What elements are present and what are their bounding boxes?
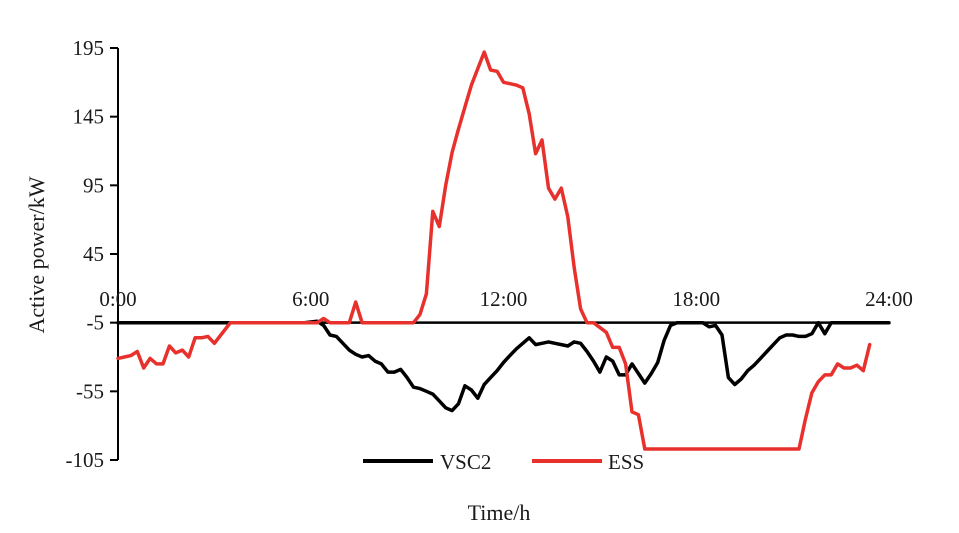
y-tick-labels: 195 145 95 45 -5 -55 -105 (66, 36, 105, 472)
x-tick-label: 18:00 (672, 287, 720, 311)
y-tick-label: 195 (73, 36, 105, 60)
y-tick-label: -55 (76, 379, 104, 403)
y-tick-label: 95 (83, 173, 104, 197)
series-line-ess (116, 50, 872, 451)
series-line-vsc2 (116, 319, 891, 413)
x-axis-title: Time/h (468, 500, 531, 525)
y-axis (110, 47, 119, 461)
x-tick-label: 24:00 (865, 287, 913, 311)
legend: VSC2 ESS (363, 450, 644, 474)
x-tick-label: 6:00 (292, 287, 329, 311)
x-tick-labels: 0:00 6:00 12:00 18:00 24:00 (99, 287, 913, 311)
x-tick-label: 0:00 (99, 287, 136, 311)
legend-label-ess: ESS (608, 450, 644, 474)
x-tick-label: 12:00 (480, 287, 528, 311)
y-axis-title: Active power/kW (24, 176, 49, 333)
y-tick-label: 145 (73, 105, 105, 129)
y-tick-label: 45 (83, 242, 104, 266)
y-tick-label: -105 (66, 448, 105, 472)
legend-label-vsc2: VSC2 (440, 450, 491, 474)
y-tick-label: -5 (87, 311, 105, 335)
series-lines (116, 50, 891, 451)
